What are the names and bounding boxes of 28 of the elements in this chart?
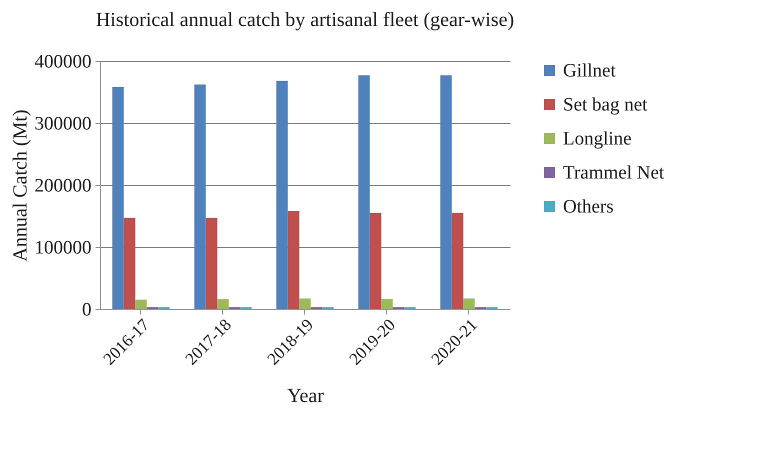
bar xyxy=(194,84,206,309)
y-tick-label: 400000 xyxy=(34,52,92,72)
bar xyxy=(288,211,300,309)
bar xyxy=(299,298,311,309)
bar xyxy=(206,218,218,309)
y-tick-label: 0 xyxy=(82,300,92,320)
bar xyxy=(135,300,147,309)
legend-label: Others xyxy=(563,196,614,218)
bar xyxy=(370,212,382,309)
bar xyxy=(276,80,288,309)
chart-title: Historical annual catch by artisanal fleet (gear-wise) xyxy=(96,9,514,31)
bar xyxy=(124,218,136,309)
bar xyxy=(217,299,229,309)
bar xyxy=(381,299,393,309)
bar xyxy=(358,75,370,309)
y-tick-label: 100000 xyxy=(34,238,92,258)
x-axis-title: Year xyxy=(287,384,324,407)
legend-label: Gillnet xyxy=(563,60,616,82)
legend-label: Trammel Net xyxy=(563,162,665,184)
bar xyxy=(112,87,124,309)
bar xyxy=(440,75,452,309)
bar xyxy=(463,298,475,309)
bar xyxy=(452,212,464,309)
legend-label: Longline xyxy=(563,128,632,150)
y-axis-title: Annual Catch (Mt) xyxy=(10,109,32,262)
y-tick-label: 300000 xyxy=(34,114,92,134)
y-tick-label: 200000 xyxy=(34,176,92,196)
legend-label: Set bag net xyxy=(563,94,648,116)
